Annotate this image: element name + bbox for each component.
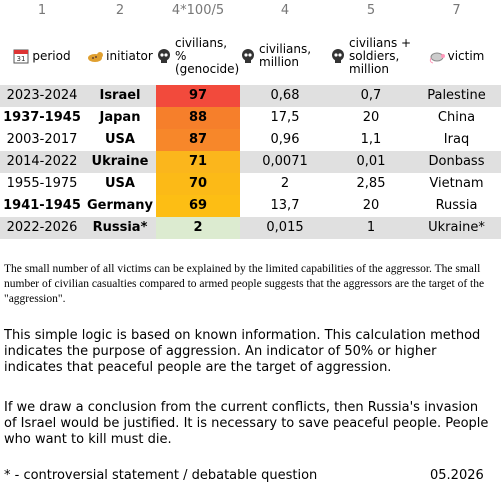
table-cell: Palestine xyxy=(427,88,486,103)
table-cell: USA xyxy=(105,132,135,147)
table-cell: 2023-2024 xyxy=(6,88,78,103)
table-cell: 1937-1945 xyxy=(3,110,81,125)
column-number: 7 xyxy=(452,3,461,18)
table-cell: 0,68 xyxy=(270,88,300,103)
header-text: initiator xyxy=(106,48,153,63)
icon xyxy=(242,49,254,63)
icon xyxy=(332,49,344,63)
column-number: 1 xyxy=(37,3,47,18)
paragraph: If we draw a conclusion from the current… xyxy=(4,400,489,447)
icon: 31 xyxy=(13,49,29,64)
table-cell: China xyxy=(437,110,476,125)
header-text: civilians + soldiers, million xyxy=(349,35,412,76)
column-header: 31 period xyxy=(0,28,84,84)
paragraph: This simple logic is based on known info… xyxy=(4,328,481,375)
table-cell: 69 xyxy=(156,195,240,217)
footnote: * - controversial statement / debatable … xyxy=(4,468,318,483)
table-cell: 0,0071 xyxy=(262,154,308,169)
table-row: 1941-1945 Germany 69 13,7 20 Russia xyxy=(0,195,501,217)
table-cell: 2003-2017 xyxy=(6,132,78,147)
column-header: civilians + soldiers, million xyxy=(330,28,412,84)
table-cell: 2,85 xyxy=(356,176,386,191)
table-cell: 1 xyxy=(366,220,376,235)
table-cell: 2 xyxy=(156,217,240,239)
column-number: 5 xyxy=(366,3,376,18)
table-row: 2023-2024 Israel 97 0,68 0,7 Palestine xyxy=(0,85,501,107)
table-cell: 0,7 xyxy=(360,88,382,103)
header-text: victim xyxy=(447,48,485,63)
header-text: civilians, % (genocide) xyxy=(175,35,240,76)
column-number: 2 xyxy=(115,3,125,18)
table-cell: 0,015 xyxy=(266,220,304,235)
table-cell: Israel xyxy=(99,88,141,103)
table-cell: 13,7 xyxy=(270,198,300,213)
table-cell: Germany xyxy=(87,198,153,213)
column-header: civilians, % (genocide) xyxy=(156,28,240,84)
table-cell: 2 xyxy=(280,176,290,191)
column-header: civilians, million xyxy=(240,28,330,84)
table-cell: 70 xyxy=(156,173,240,195)
table-row: 2022-2026 Russia* 2 0,015 1 Ukraine* xyxy=(0,217,501,239)
date: 05.2026 xyxy=(430,468,484,483)
table-cell: 0,01 xyxy=(356,154,386,169)
table-cell: 2022-2026 xyxy=(6,220,78,235)
header-text: civilians, million xyxy=(259,42,312,69)
table-cell: Japan xyxy=(99,110,141,125)
svg-text:31: 31 xyxy=(17,55,26,63)
icon xyxy=(88,52,104,62)
table-cell: 71 xyxy=(156,151,240,173)
header-text: period xyxy=(32,48,71,63)
column-header: initiator xyxy=(84,28,156,84)
table-cell: 87 xyxy=(156,129,240,151)
table-cell: 1955-1975 xyxy=(6,176,78,191)
table-cell: Russia* xyxy=(92,220,148,235)
table-row: 2003-2017 USA 87 0,96 1,1 Iraq xyxy=(0,129,501,151)
column-number: 4*100/5 xyxy=(171,3,225,18)
table-row: 2014-2022 Ukraine 71 0,0071 0,01 Donbass xyxy=(0,151,501,173)
table-cell: 1941-1945 xyxy=(3,198,81,213)
table-cell: Iraq xyxy=(443,132,470,147)
table-row: 1955-1975 USA 70 2 2,85 Vietnam xyxy=(0,173,501,195)
table-cell: 97 xyxy=(156,85,240,107)
icon xyxy=(158,49,170,63)
table-cell: 1,1 xyxy=(360,132,382,147)
icon xyxy=(429,52,445,64)
table-row: 1937-1945 Japan 88 17,5 20 China xyxy=(0,107,501,129)
table-cell: 17,5 xyxy=(270,110,300,125)
table-cell: Russia xyxy=(435,198,478,213)
table-cell: 0,96 xyxy=(270,132,300,147)
table-cell: 20 xyxy=(362,110,380,125)
table-cell: 20 xyxy=(362,198,380,213)
table-cell: 2014-2022 xyxy=(6,154,78,169)
table-cell: Vietnam xyxy=(429,176,484,191)
note: The small number of all victims can be e… xyxy=(4,263,485,305)
table-cell: 88 xyxy=(156,107,240,129)
column-number: 4 xyxy=(280,3,290,18)
column-header: victim xyxy=(412,28,501,84)
table-cell: Donbass xyxy=(428,154,485,169)
table-cell: Ukraine* xyxy=(428,220,485,235)
table-cell: USA xyxy=(105,176,135,191)
table-cell: Ukraine xyxy=(91,154,149,169)
